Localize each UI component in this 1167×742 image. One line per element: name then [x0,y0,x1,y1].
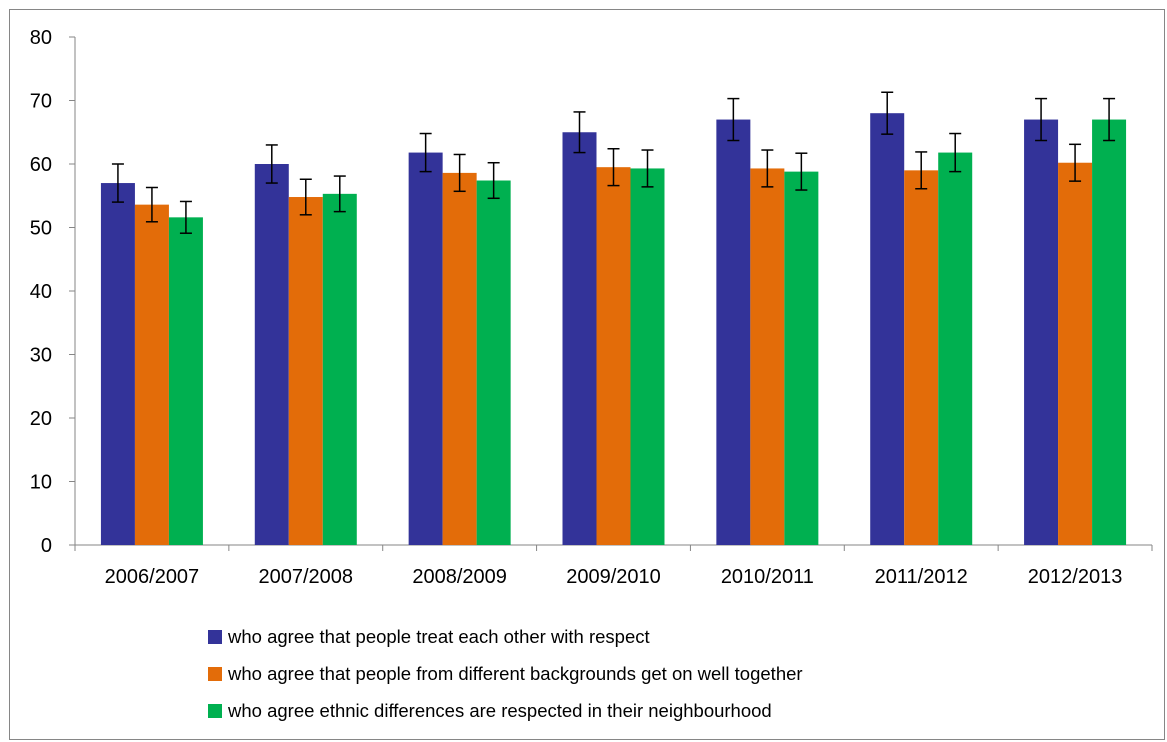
y-tick-label: 0 [41,535,52,557]
x-tick-label: 2012/2013 [1028,566,1123,588]
y-tick-label: 20 [30,408,52,430]
x-tick-label: 2011/2012 [875,566,968,588]
x-tick-label: 2009/2010 [566,566,661,588]
y-tick-label: 80 [30,27,52,49]
legend-item-respect: who agree that people treat each other w… [208,618,803,655]
x-tick-label: 2007/2008 [259,566,354,588]
bar [870,113,905,545]
y-tick-label: 30 [30,345,52,367]
legend-label-backgrounds: who agree that people from different bac… [228,662,803,684]
bar [562,132,597,545]
legend: who agree that people treat each other w… [208,618,803,729]
bar [1092,119,1127,546]
y-tick-label: 10 [30,472,52,494]
legend-swatch-ethnic [208,703,222,718]
legend-item-ethnic: who agree ethnic differences are respect… [208,692,803,729]
x-tick-label: 2010/2011 [721,566,814,588]
bar [630,168,665,545]
bar [476,180,511,545]
x-tick-label: 2006/2007 [105,566,200,588]
bar [596,167,631,546]
y-tick-label: 60 [30,154,52,176]
bar [288,197,323,545]
bar [134,204,169,545]
bar [716,119,751,546]
y-tick-label: 40 [30,281,52,303]
bar [254,164,289,545]
bar [750,168,785,545]
legend-item-backgrounds: who agree that people from different bac… [208,655,803,692]
legend-label-ethnic: who agree ethnic differences are respect… [228,699,772,721]
bar [1058,162,1093,546]
bar [168,217,203,545]
y-tick-label: 50 [30,218,52,240]
bar [322,193,357,545]
bar [904,170,939,545]
x-tick-label: 2008/2009 [412,566,507,588]
bar [100,183,135,546]
legend-label-respect: who agree that people treat each other w… [228,625,650,647]
bar [1024,119,1059,546]
bar [938,152,973,545]
legend-swatch-backgrounds [208,666,222,681]
bar [408,152,443,545]
bar [442,172,477,545]
legend-swatch-respect [208,629,222,644]
y-tick-label: 70 [30,91,52,113]
bar [784,171,819,545]
